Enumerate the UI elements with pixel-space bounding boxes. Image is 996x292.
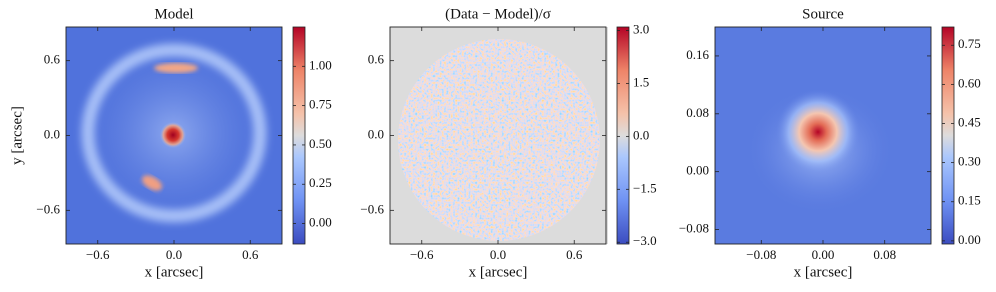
panel-title: (Data − Model)/σ	[445, 6, 551, 22]
x-tick-label: 0.0	[490, 247, 506, 262]
y-tick-label: −0.6	[360, 201, 384, 216]
colorbar-tick-label: −3.0	[633, 233, 657, 248]
colorbar	[616, 26, 630, 245]
x-tick-label: −0.6	[410, 247, 434, 262]
panel-title: Model	[154, 6, 193, 22]
x-axis-label: x [arcsec]	[469, 264, 528, 280]
colorbar-tick-label: 0.00	[958, 232, 981, 247]
y-tick-label: 0.0	[368, 126, 384, 141]
colorbar	[941, 26, 955, 245]
y-tick-label: 0.6	[368, 52, 385, 67]
colorbar-tick-label: 1.00	[309, 57, 332, 72]
colorbar-tick-label: 0.25	[309, 175, 332, 190]
residual-image	[390, 27, 608, 244]
colorbar-tick-label: 3.0	[633, 22, 649, 37]
x-tick-label: 0.6	[566, 247, 583, 262]
colorbar-tick-label: −1.5	[633, 180, 657, 195]
y-tick-label: 0.08	[686, 105, 709, 120]
colorbar-tick-label: 0.00	[309, 215, 332, 230]
x-tick-label: 0.0	[166, 247, 182, 262]
colorbar-tick-label: 0.0	[633, 127, 649, 142]
colorbar-tick-label: 0.45	[958, 114, 981, 129]
x-tick-label: −0.6	[86, 247, 110, 262]
x-tick-label: 0.6	[242, 247, 259, 262]
colorbar-tick-label: 0.75	[958, 36, 981, 51]
colorbar	[292, 26, 306, 245]
panel-title: Source	[802, 6, 844, 22]
x-axis-label: x [arcsec]	[794, 264, 853, 280]
colorbar-tick-label: 0.75	[309, 97, 332, 112]
colorbar-tick-label: 1.5	[633, 74, 649, 89]
colorbar-tick-label: 0.60	[958, 75, 981, 90]
colorbar-tick-label: 0.50	[309, 136, 332, 151]
x-tick-label: −0.08	[746, 247, 776, 262]
y-tick-label: −0.6	[36, 201, 60, 216]
colorbar-tick-label: 0.15	[958, 193, 981, 208]
y-tick-label: 0.0	[44, 126, 60, 141]
y-tick-label: 0.6	[44, 52, 61, 67]
y-axis-label: y [arcsec]	[9, 106, 25, 165]
model-image	[66, 27, 282, 244]
x-tick-label: 0.00	[812, 247, 835, 262]
y-tick-label: 0.16	[686, 47, 709, 62]
x-axis-label: x [arcsec]	[145, 264, 204, 280]
colorbar-tick-label: 0.30	[958, 154, 981, 169]
y-tick-label: 0.00	[686, 163, 709, 178]
x-tick-label: 0.08	[873, 247, 896, 262]
y-tick-label: −0.08	[679, 221, 709, 236]
source-image	[715, 27, 931, 244]
